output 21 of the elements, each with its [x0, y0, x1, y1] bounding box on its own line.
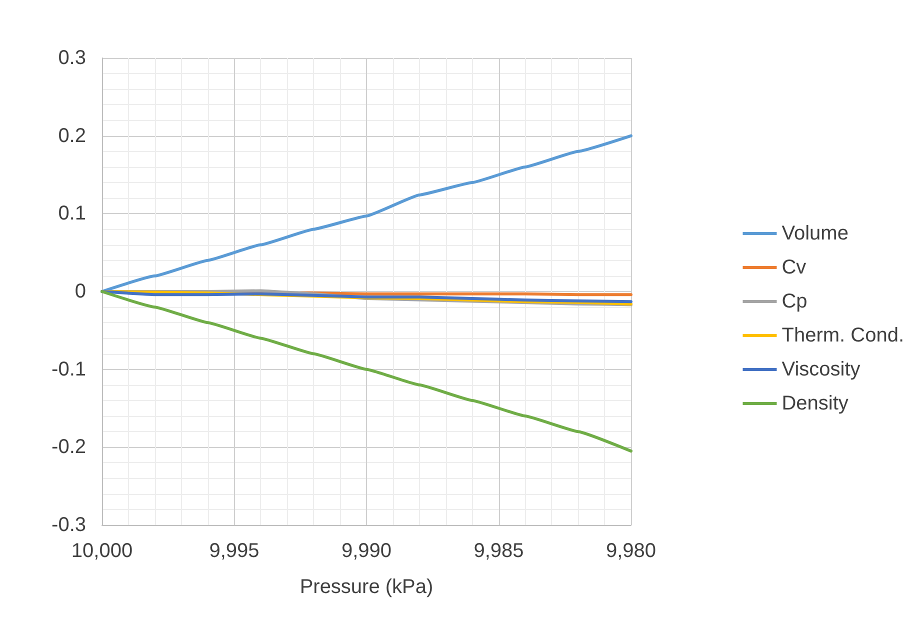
line-series: [100, 290, 632, 453]
y-tick-label: 0: [74, 280, 86, 302]
x-tick-label: 9,985: [474, 540, 524, 562]
legend-label: Density: [782, 392, 848, 414]
legend-label: Cp: [782, 290, 808, 312]
legend-label: Viscosity: [782, 358, 860, 380]
y-tick-label: 0.2: [58, 124, 86, 147]
y-tick-label: -0.3: [52, 514, 86, 536]
legend-label: Therm. Cond.: [782, 324, 904, 346]
x-tick-label: 9,980: [606, 540, 656, 562]
y-tick-label: -0.2: [52, 436, 86, 458]
y-tick-label: 0.1: [58, 202, 86, 225]
legend-label: Cv: [782, 256, 806, 278]
y-tick-label: -0.1: [52, 358, 86, 380]
y-tick-label: 0.3: [58, 47, 86, 69]
x-tick-label: 9,990: [341, 540, 392, 562]
x-tick-label: 9,995: [209, 540, 260, 562]
x-tick-label: 10,000: [71, 540, 133, 562]
line-series: [100, 134, 632, 293]
legend-label: Volume: [782, 222, 848, 244]
x-axis-title: Pressure (kPa): [300, 576, 434, 598]
